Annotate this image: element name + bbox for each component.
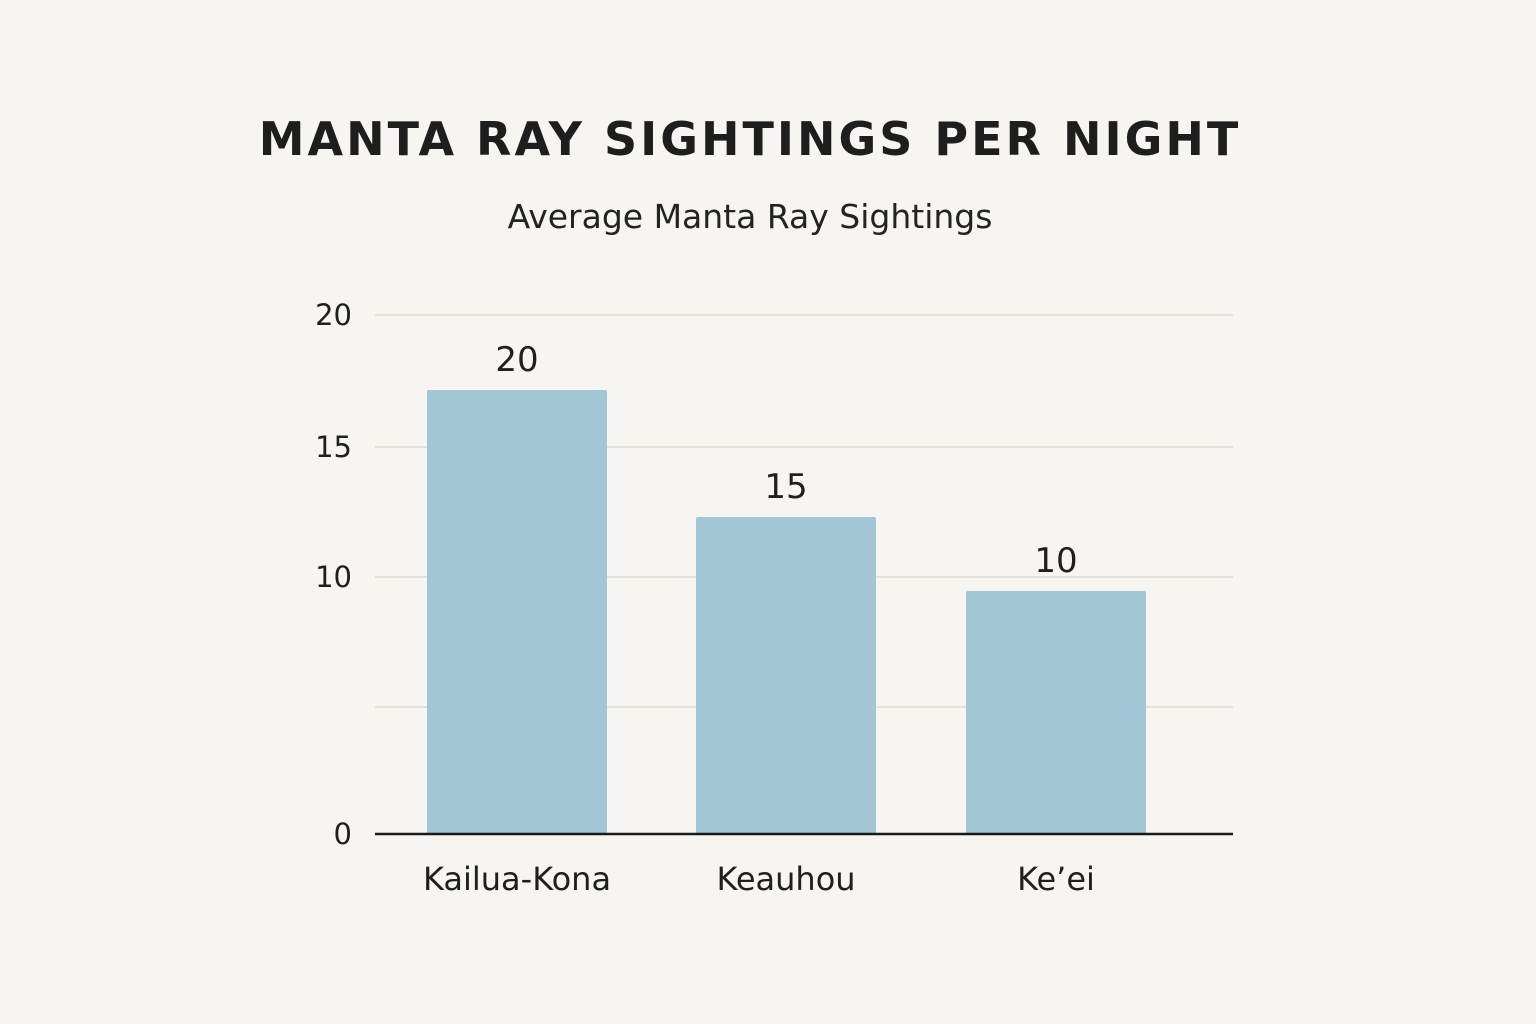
x-axis-category-labels: Kailua-Kona Keauhou Ke’ei xyxy=(423,860,1095,898)
y-tick-label: 10 xyxy=(315,560,352,594)
bar-value-label: 15 xyxy=(764,467,807,507)
chart-title: MANTA RAY SIGHTINGS PER NIGHT xyxy=(258,112,1242,166)
bar xyxy=(427,390,607,834)
category-label: Keauhou xyxy=(716,860,855,898)
category-label: Kailua-Kona xyxy=(423,860,611,898)
y-tick-label: 0 xyxy=(334,817,352,851)
bars xyxy=(427,390,1146,834)
bar-value-label: 20 xyxy=(495,340,538,380)
y-tick-label: 15 xyxy=(315,430,352,464)
bar xyxy=(966,591,1146,834)
y-axis-tick-labels: 0 10 15 20 xyxy=(315,298,352,851)
category-label: Ke’ei xyxy=(1017,860,1095,898)
y-tick-label: 20 xyxy=(315,298,352,332)
bar-data-labels: 20 15 10 xyxy=(495,340,1077,581)
bar xyxy=(696,517,876,834)
chart-subtitle: Average Manta Ray Sightings xyxy=(507,197,993,236)
bar-value-label: 10 xyxy=(1034,541,1077,581)
